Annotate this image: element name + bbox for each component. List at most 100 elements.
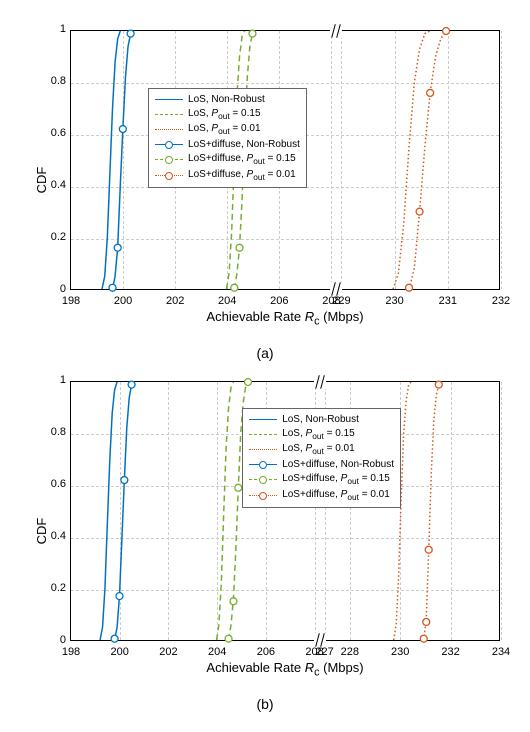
series-marker — [427, 89, 434, 96]
legend-label: LoS, Pout = 0.01 — [282, 442, 354, 458]
xtick-label: 231 — [439, 295, 457, 307]
ytick-label: 0.8 — [41, 426, 66, 438]
legend-label: LoS, Non-Robust — [188, 93, 265, 107]
series-marker — [425, 546, 432, 553]
series-marker — [121, 477, 128, 484]
plot-area: 00.20.40.60.8119820020220420620822722823… — [70, 381, 500, 641]
legend-swatch — [249, 445, 277, 455]
ytick-label: 0.8 — [41, 75, 66, 87]
legend-item: LoS+diffuse, Non-Robust — [249, 458, 394, 472]
ytick-label: 0.6 — [41, 478, 66, 490]
legend-item: LoS+diffuse, Pout = 0.15 — [249, 472, 394, 488]
xtick-label: 204 — [218, 295, 236, 307]
legend-label: LoS+diffuse, Pout = 0.15 — [282, 472, 390, 488]
plot-area: 00.20.40.60.8119820020220420620822923023… — [70, 30, 500, 290]
series-marker — [225, 635, 232, 642]
legend-swatch — [155, 125, 183, 135]
legend-swatch — [249, 415, 277, 425]
legend-swatch — [155, 95, 183, 105]
legend-item: LoS+diffuse, Pout = 0.01 — [155, 168, 300, 184]
series-marker — [235, 484, 242, 491]
legend-swatch — [155, 110, 183, 120]
series-line — [393, 31, 430, 289]
series-marker — [119, 126, 126, 133]
series-line — [409, 31, 446, 289]
chart-b: 00.20.40.60.8119820020220420620822722823… — [20, 371, 510, 691]
legend-label: LoS, Pout = 0.15 — [282, 427, 354, 443]
xtick-label: 229 — [332, 295, 350, 307]
series-marker — [231, 284, 238, 291]
xtick-label: 230 — [385, 295, 403, 307]
legend-item: LoS+diffuse, Non-Robust — [155, 138, 300, 152]
series-marker — [416, 208, 423, 215]
legend-label: LoS, Pout = 0.15 — [188, 107, 260, 123]
legend-item: LoS+diffuse, Pout = 0.15 — [155, 152, 300, 168]
series-line — [424, 382, 442, 640]
xtick-label: 206 — [270, 295, 288, 307]
legend-label: LoS+diffuse, Pout = 0.15 — [188, 152, 296, 168]
legend-label: LoS+diffuse, Pout = 0.01 — [282, 488, 390, 504]
ytick-label: 0.2 — [41, 231, 66, 243]
legend-label: LoS+diffuse, Non-Robust — [188, 138, 300, 152]
legend-swatch — [155, 155, 183, 165]
legend-item: LoS+diffuse, Pout = 0.01 — [249, 488, 394, 504]
y-axis-label: CDF — [34, 167, 49, 194]
grid-line — [501, 382, 502, 640]
series-marker — [443, 28, 450, 35]
legend-label: LoS+diffuse, Non-Robust — [282, 458, 394, 472]
xtick-label: 227 — [315, 646, 333, 658]
ytick-label: 1 — [41, 374, 66, 386]
series-marker — [435, 381, 442, 388]
xtick-label: 198 — [62, 646, 80, 658]
series-line — [115, 382, 134, 640]
xtick-label: 198 — [62, 295, 80, 307]
series-marker — [244, 379, 251, 386]
xtick-label: 206 — [257, 646, 275, 658]
series-marker — [111, 635, 118, 642]
xtick-label: 234 — [492, 646, 510, 658]
x-axis-label: Achievable Rate Rc (Mbps) — [70, 309, 500, 328]
legend-item: LoS, Pout = 0.15 — [155, 107, 300, 123]
chart-a: 00.20.40.60.8119820020220420620822923023… — [20, 20, 510, 340]
series-marker — [406, 284, 413, 291]
grid-line — [501, 31, 502, 289]
xtick-label: 232 — [492, 295, 510, 307]
xtick-label: 232 — [441, 646, 459, 658]
legend-swatch — [249, 430, 277, 440]
xtick-label: 230 — [391, 646, 409, 658]
legend-label: LoS, Pout = 0.01 — [188, 122, 260, 138]
ytick-label: 0.6 — [41, 127, 66, 139]
xtick-label: 202 — [159, 646, 177, 658]
xtick-label: 228 — [341, 646, 359, 658]
series-marker — [230, 598, 237, 605]
legend-swatch — [155, 171, 183, 181]
legend-swatch — [249, 475, 277, 485]
ytick-label: 0.2 — [41, 582, 66, 594]
legend-label: LoS+diffuse, Pout = 0.01 — [188, 168, 296, 184]
legend-item: LoS, Non-Robust — [155, 93, 300, 107]
legend-swatch — [249, 491, 277, 501]
legend-item: LoS, Pout = 0.15 — [249, 427, 394, 443]
x-axis-label: Achievable Rate Rc (Mbps) — [70, 660, 500, 679]
xtick-label: 200 — [111, 646, 129, 658]
xtick-label: 200 — [114, 295, 132, 307]
series-marker — [128, 381, 135, 388]
legend-swatch — [249, 460, 277, 470]
figure-container: 00.20.40.60.8119820020220420620822923023… — [10, 20, 520, 712]
legend: LoS, Non-RobustLoS, Pout = 0.15LoS, Pout… — [242, 408, 401, 509]
series-marker — [249, 30, 256, 37]
y-axis-label: CDF — [34, 518, 49, 545]
series-marker — [420, 635, 427, 642]
legend-item: LoS, Pout = 0.01 — [155, 122, 300, 138]
series-marker — [236, 244, 243, 251]
legend-item: LoS, Non-Robust — [249, 413, 394, 427]
legend-item: LoS, Pout = 0.01 — [249, 442, 394, 458]
legend-label: LoS, Non-Robust — [282, 413, 359, 427]
ytick-label: 1 — [41, 23, 66, 35]
series-marker — [116, 593, 123, 600]
xtick-label: 202 — [166, 295, 184, 307]
panel-b-label: (b) — [10, 696, 520, 712]
panel-a-label: (a) — [10, 345, 520, 361]
legend-swatch — [155, 140, 183, 150]
ytick-label: 0 — [41, 283, 66, 295]
